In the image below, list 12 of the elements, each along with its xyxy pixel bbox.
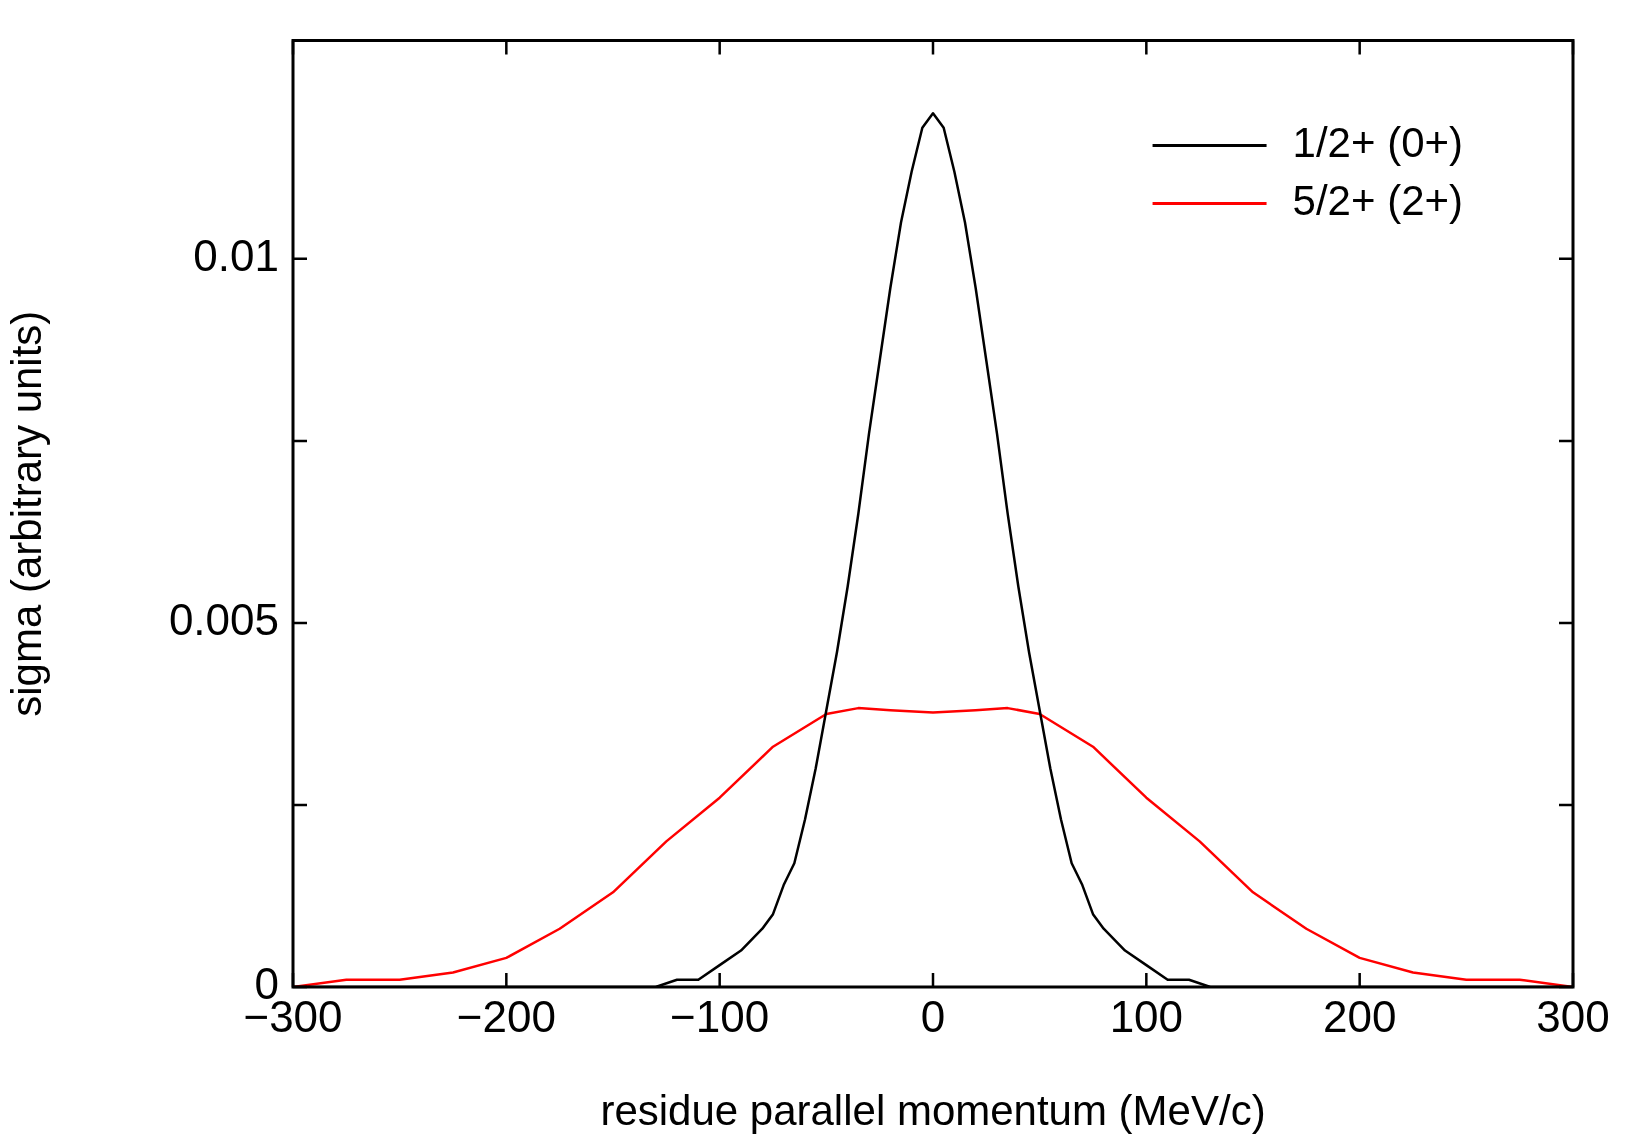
x-tick-label: 100 xyxy=(1109,991,1184,1041)
y-axis-title: sigma (arbitrary units) xyxy=(2,310,50,717)
x-tick-label: 0 xyxy=(920,991,946,1041)
x-tick-label: 200 xyxy=(1322,991,1397,1041)
x-tick-label: −200 xyxy=(456,991,556,1041)
x-tick-label: −100 xyxy=(670,991,770,1041)
y-tick-label: 0.005 xyxy=(168,595,279,645)
x-tick-label: 300 xyxy=(1536,991,1610,1041)
x-axis-title: residue parallel momentum (MeV/c) xyxy=(600,1087,1266,1135)
y-tick-label: 0.01 xyxy=(193,230,279,280)
legend-label: 5/2+ (2+) xyxy=(1292,176,1464,224)
legend-label: 1/2+ (0+) xyxy=(1292,118,1464,166)
